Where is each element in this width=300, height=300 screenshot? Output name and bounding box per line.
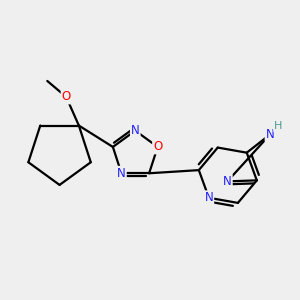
Text: N: N [223, 175, 232, 188]
Text: H: H [274, 121, 283, 131]
Text: N: N [266, 128, 274, 141]
Text: N: N [205, 191, 213, 204]
Text: N: N [117, 167, 126, 180]
Text: N: N [131, 124, 140, 137]
Text: O: O [61, 91, 71, 103]
Text: O: O [153, 140, 162, 153]
